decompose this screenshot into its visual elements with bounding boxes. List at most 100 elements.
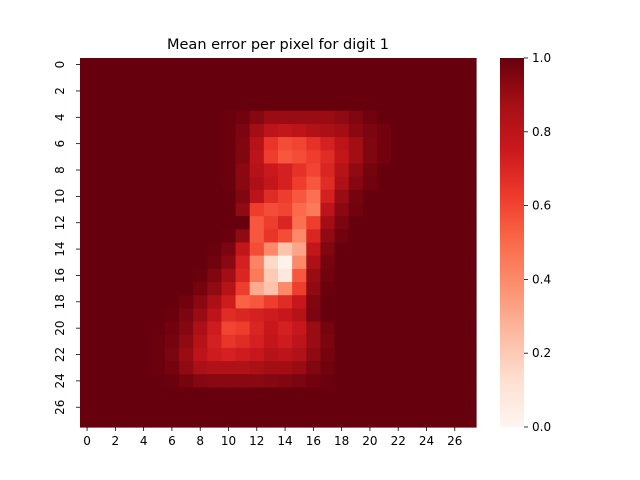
heatmap-cell [433, 58, 449, 72]
heatmap-cell [348, 361, 364, 375]
heatmap-cell [193, 71, 208, 85]
heatmap-cell [405, 189, 421, 204]
heatmap-cell [164, 334, 180, 349]
heatmap-cell [263, 334, 279, 349]
heatmap-cell [263, 97, 279, 112]
heatmap-cell [334, 321, 350, 336]
heatmap-cell [263, 268, 279, 283]
heatmap-cell [249, 71, 265, 85]
heatmap-cell [94, 321, 109, 336]
heatmap-cell [405, 321, 421, 336]
heatmap-cell [447, 413, 463, 428]
heatmap-cell [362, 176, 378, 191]
colorbar-axis: 0.0 0.2 0.4 0.6 0.8 1.0 [524, 51, 551, 434]
heatmap-cell [235, 242, 251, 257]
heatmap-cell [207, 374, 223, 389]
heatmap-cell [207, 97, 223, 112]
heatmap-cell [447, 242, 463, 257]
heatmap-cell [391, 123, 406, 138]
heatmap-cell [306, 110, 322, 125]
heatmap-cell [263, 295, 279, 309]
heatmap-cell [221, 295, 237, 309]
colorbar-tick-label: 0.6 [532, 199, 551, 213]
heatmap-cell [419, 202, 435, 217]
colorbar-tick-label: 0.2 [532, 346, 551, 360]
heatmap-cell [235, 137, 251, 151]
heatmap-cell [391, 268, 406, 283]
heatmap-cell [235, 58, 251, 72]
heatmap-cell [164, 189, 180, 204]
heatmap-cell [249, 282, 265, 296]
heatmap-cell [320, 216, 336, 230]
heatmap-cell [164, 71, 180, 85]
heatmap-cell [136, 334, 152, 349]
heatmap-cell [405, 58, 421, 72]
heatmap-cell [136, 321, 152, 336]
x-tick-label: 18 [334, 434, 349, 448]
heatmap-cell [235, 71, 251, 85]
heatmap-cell [334, 202, 350, 217]
heatmap-cell [221, 150, 237, 165]
heatmap-cell [207, 321, 223, 336]
heatmap-cell [249, 150, 265, 165]
heatmap-cell [433, 242, 449, 257]
heatmap-cell [235, 84, 251, 99]
chart-title: Mean error per pixel for digit 1 [167, 37, 389, 53]
heatmap-cell [150, 387, 166, 402]
heatmap-cell [164, 137, 180, 151]
heatmap-cell [461, 387, 477, 402]
heatmap-cell [405, 137, 421, 151]
heatmap-cell [249, 123, 265, 138]
heatmap-cell [122, 202, 138, 217]
heatmap-cell [292, 242, 307, 257]
heatmap-cell [461, 255, 477, 270]
heatmap-cell [306, 58, 322, 72]
heatmap-cell [377, 189, 392, 204]
heatmap-cell [306, 255, 322, 270]
heatmap-cell [278, 321, 293, 336]
heatmap-cell [362, 347, 378, 362]
heatmap-cell [249, 97, 265, 112]
heatmap-cell [122, 110, 138, 125]
y-tick-label: 10 [53, 189, 67, 204]
heatmap-cell [108, 71, 124, 85]
heatmap-cell [306, 268, 322, 283]
heatmap-cell [433, 71, 449, 85]
heatmap-cell [150, 255, 166, 270]
heatmap-cell [94, 97, 109, 112]
heatmap-cell [164, 97, 180, 112]
heatmap-cell [461, 97, 477, 112]
heatmap-cell [306, 202, 322, 217]
heatmap-cell [334, 229, 350, 244]
heatmap-cell [94, 295, 109, 309]
heatmap-cell [235, 189, 251, 204]
heatmap-cell [419, 413, 435, 428]
heatmap-cell [263, 387, 279, 402]
heatmap-cell [419, 334, 435, 349]
heatmap-cell [136, 308, 152, 323]
heatmap-cell [122, 123, 138, 138]
heatmap-cell [94, 176, 109, 191]
heatmap-cell [461, 295, 477, 309]
heatmap-cell [122, 255, 138, 270]
heatmap-cell [94, 123, 109, 138]
heatmap-cell [433, 163, 449, 178]
heatmap-cell [292, 216, 307, 230]
heatmap-cell [94, 216, 109, 230]
heatmap-cell [249, 189, 265, 204]
heatmap-cell [447, 308, 463, 323]
heatmap-cell [461, 189, 477, 204]
heatmap-cell [405, 150, 421, 165]
heatmap-cell [306, 84, 322, 99]
x-tick-label: 10 [221, 434, 236, 448]
heatmap-cell [447, 71, 463, 85]
heatmap-cell [122, 387, 138, 402]
heatmap-cell [348, 295, 364, 309]
heatmap-cell [193, 347, 208, 362]
heatmap-cell [164, 268, 180, 283]
heatmap-cells [80, 58, 477, 428]
heatmap-cell [263, 282, 279, 296]
heatmap-cell [405, 400, 421, 415]
heatmap-cell [193, 321, 208, 336]
heatmap-cell [306, 189, 322, 204]
